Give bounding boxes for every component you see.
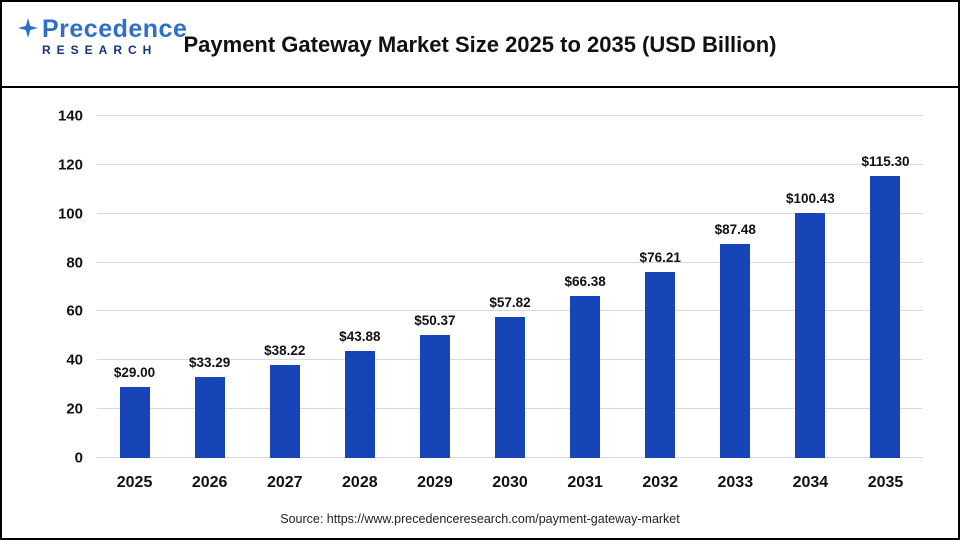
x-axis-tick-label: 2033 <box>717 474 754 491</box>
bar-group: $66.38 2031 <box>548 116 623 491</box>
bar-group: $29.00 2025 <box>97 116 172 491</box>
chart-title: Payment Gateway Market Size 2025 to 2035… <box>183 32 777 57</box>
logo-line2: RESEARCH <box>42 43 158 58</box>
y-axis-tick-label: 60 <box>66 302 83 320</box>
gridline <box>97 212 923 214</box>
bar <box>645 271 676 458</box>
bar <box>570 295 601 458</box>
bar <box>795 212 826 458</box>
bar <box>269 364 300 458</box>
bar-value-label: $66.38 <box>564 273 606 289</box>
bar <box>870 176 901 458</box>
gridline <box>97 310 923 312</box>
x-axis-tick-label: 2030 <box>492 474 528 491</box>
bar-value-label: $76.21 <box>639 249 681 265</box>
bar <box>419 334 450 458</box>
bar-value-label: $38.22 <box>264 342 306 358</box>
logo-star-icon <box>18 18 38 38</box>
x-axis-tick-label: 2027 <box>266 474 303 491</box>
x-axis-tick-label: 2029 <box>417 474 453 491</box>
bar-value-label: $87.48 <box>714 222 756 238</box>
x-axis-tick-label: 2028 <box>342 474 378 491</box>
bar-group: $100.43 2034 <box>773 116 848 491</box>
x-axis-tick-label: 2026 <box>191 474 228 491</box>
bar-value-label: $33.29 <box>188 354 231 370</box>
bar-group: $38.22 2027 <box>247 116 322 491</box>
y-axis-tick-label: 140 <box>57 107 83 125</box>
y-axis-tick-label: 120 <box>57 156 83 174</box>
bar-group: $115.30 2035 <box>848 116 923 491</box>
bar-group: $50.37 2029 <box>397 116 472 491</box>
y-axis-tick-label: 100 <box>57 205 83 223</box>
bar <box>495 316 526 458</box>
bar-group: $43.88 2028 <box>322 116 397 491</box>
x-axis-tick-label: 2035 <box>867 474 904 491</box>
logo-text: Precedence RESEARCH <box>42 16 187 57</box>
x-axis-tick-label: 2031 <box>567 474 603 491</box>
bar-value-label: $43.88 <box>339 328 381 344</box>
precedence-research-logo: Precedence RESEARCH <box>18 16 187 57</box>
bar-group: $76.21 2032 <box>623 116 698 491</box>
gridline <box>97 163 923 165</box>
bar-value-label: $100.43 <box>785 190 835 206</box>
source-text: Source: https://www.precedenceresearch.c… <box>280 512 680 526</box>
gridline <box>97 115 923 116</box>
chart-region: 0 20 40 60 80 100 120 140 $29.00 2025 $33.29 2026 $3… <box>2 90 958 538</box>
bar <box>194 376 225 458</box>
bar-group: $33.29 2026 <box>172 116 247 491</box>
logo-line1: Precedence <box>42 15 188 43</box>
bar-group: $57.82 2030 <box>472 116 547 491</box>
gridline <box>97 261 923 263</box>
bar-value-label: $115.30 <box>861 154 910 170</box>
x-axis-tick-label: 2025 <box>116 474 153 491</box>
y-axis-tick-label: 80 <box>66 254 83 272</box>
bar <box>119 387 150 458</box>
bar-value-label: $50.37 <box>414 312 456 328</box>
y-axis-tick-label: 40 <box>66 351 83 369</box>
bars-container: $29.00 2025 $33.29 2026 $38.22 2027 $43.88 2028… <box>97 116 923 491</box>
bar-value-label: $57.82 <box>489 294 531 310</box>
x-axis-tick-label: 2034 <box>792 474 829 491</box>
bar-group: $87.48 2033 <box>698 116 773 491</box>
y-axis-tick-label: 20 <box>66 400 83 418</box>
y-axis-tick-label: 0 <box>74 449 83 467</box>
x-axis-tick-label: 2032 <box>642 474 678 491</box>
bar-value-label: $29.00 <box>113 365 156 381</box>
bar <box>344 350 375 458</box>
header: Precedence RESEARCH Payment Gateway Mark… <box>2 2 958 88</box>
plot-area: 0 20 40 60 80 100 120 140 $29.00 2025 $33.29 2026 $3… <box>58 108 923 491</box>
bar <box>720 244 751 458</box>
